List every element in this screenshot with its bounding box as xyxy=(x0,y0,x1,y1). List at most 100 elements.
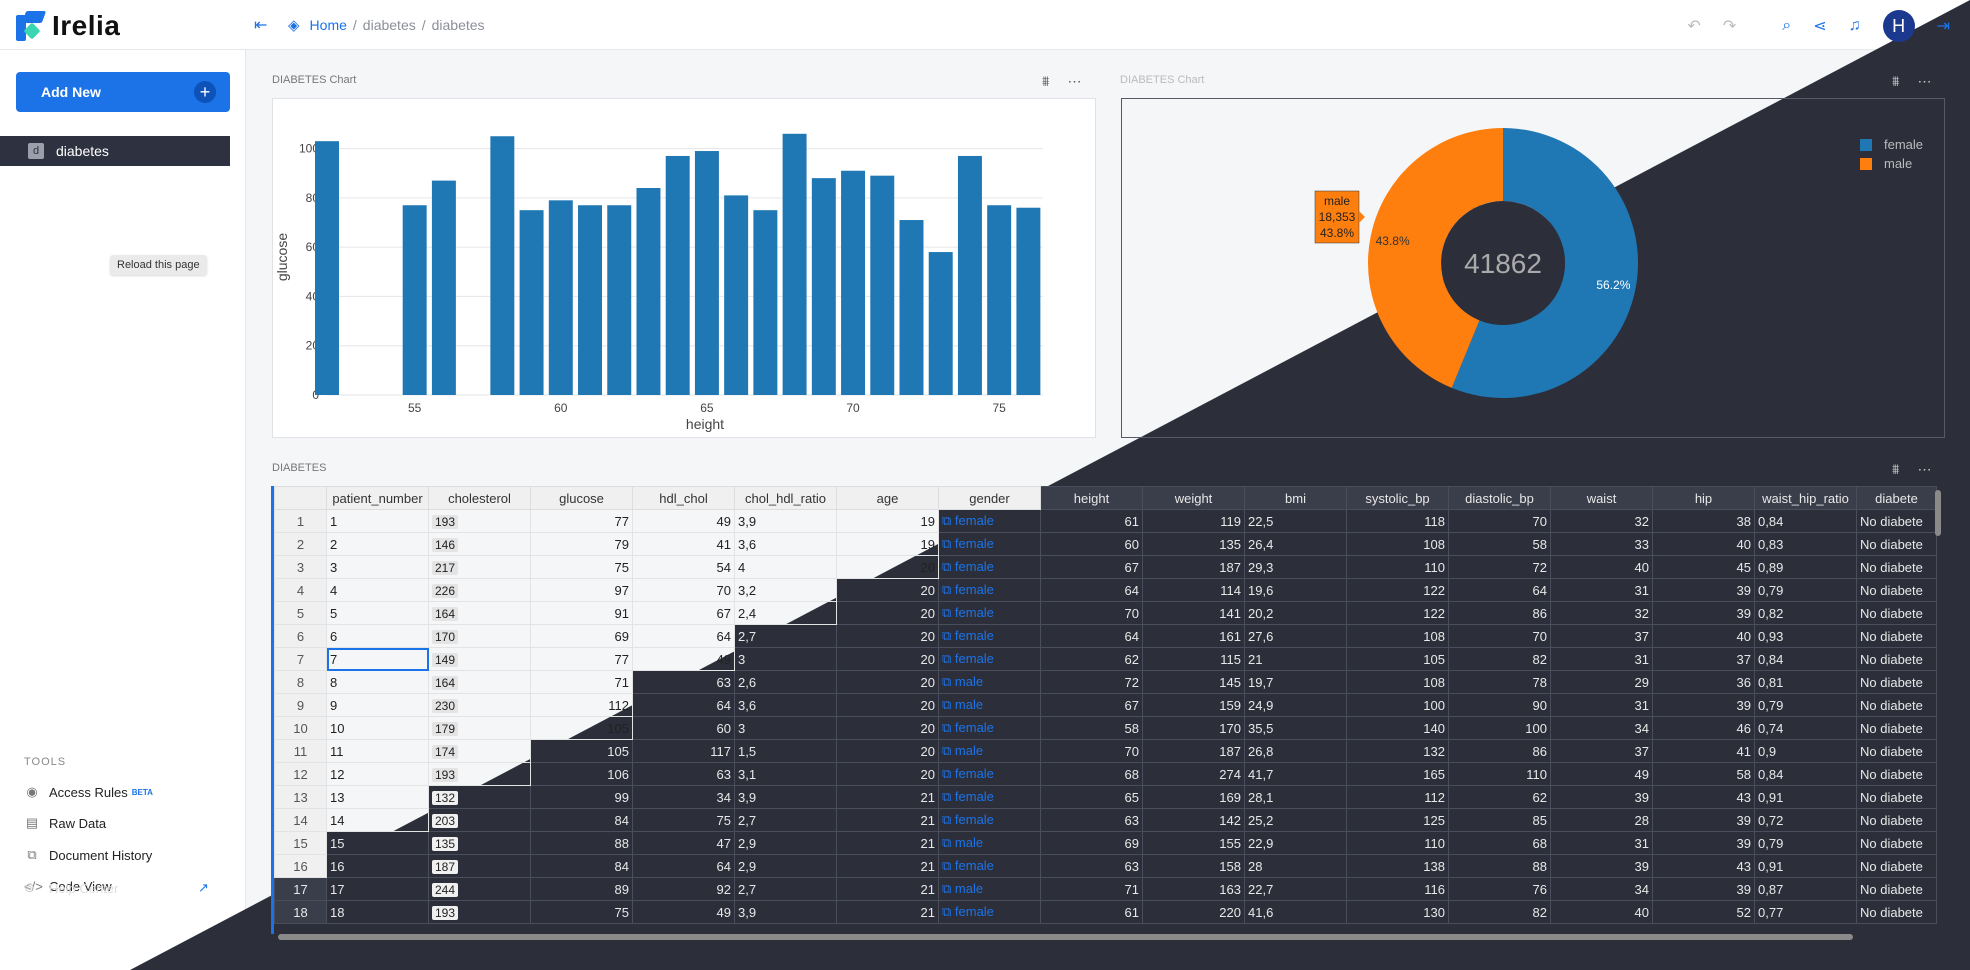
cell-height[interactable]: 72 xyxy=(1040,670,1143,694)
column-header-diabete[interactable]: diabete xyxy=(1856,486,1937,510)
cell-height[interactable]: 70 xyxy=(1040,739,1143,763)
cell-waist[interactable]: 49 xyxy=(1550,762,1653,786)
cell-patient_number[interactable]: 8 xyxy=(326,670,429,694)
cell-bmi[interactable]: 19,6 xyxy=(1244,578,1347,602)
cell-hip[interactable]: 36 xyxy=(1652,670,1755,694)
cell-chol_hdl_ratio[interactable]: 3,9 xyxy=(734,900,837,924)
cell-patient_number[interactable]: 18 xyxy=(326,900,429,924)
cell-diastolic_bp[interactable]: 86 xyxy=(1448,601,1551,625)
cell-weight[interactable]: 142 xyxy=(1142,808,1245,832)
cell-weight[interactable]: 274 xyxy=(1142,762,1245,786)
cell-hip[interactable]: 39 xyxy=(1652,877,1755,901)
column-header-hdl_chol[interactable]: hdl_chol xyxy=(632,486,735,510)
cell-diastolic_bp[interactable]: 88 xyxy=(1448,854,1551,878)
cell-patient_number[interactable]: 15 xyxy=(326,831,429,855)
cell-weight[interactable]: 170 xyxy=(1142,716,1245,740)
gender-link[interactable]: ⧉ female xyxy=(942,720,994,735)
cell-cholesterol[interactable]: 149 xyxy=(428,647,531,671)
avatar[interactable]: H xyxy=(1882,10,1915,42)
breadcrumb-folder[interactable]: diabetes xyxy=(362,17,416,33)
cell-glucose[interactable]: 105 xyxy=(530,739,633,763)
cell-patient_number[interactable]: 13 xyxy=(326,785,429,809)
cell-weight[interactable]: 169 xyxy=(1142,785,1245,809)
cell-age[interactable]: 20 xyxy=(836,716,939,740)
cell-patient_number[interactable]: 16 xyxy=(326,854,429,878)
cell-height[interactable]: 63 xyxy=(1040,808,1143,832)
cell-diabete[interactable]: No diabete xyxy=(1856,647,1937,671)
cell-age[interactable]: 20 xyxy=(836,601,939,625)
cell-systolic_bp[interactable]: 116 xyxy=(1346,877,1449,901)
cell-glucose[interactable]: 79 xyxy=(530,532,633,556)
cell-hip[interactable]: 40 xyxy=(1652,624,1755,648)
cell-hip[interactable]: 39 xyxy=(1652,601,1755,625)
cell-systolic_bp[interactable]: 100 xyxy=(1346,693,1449,717)
cell-waist[interactable]: 34 xyxy=(1550,716,1653,740)
cell-systolic_bp[interactable]: 122 xyxy=(1346,578,1449,602)
column-header-cholesterol[interactable]: cholesterol xyxy=(428,486,531,510)
cell-waist_hip_ratio[interactable]: 0,83 xyxy=(1754,532,1857,556)
bell-icon[interactable]: ♫ xyxy=(1848,17,1861,34)
cell-hdl_chol[interactable]: 67 xyxy=(632,601,735,625)
gender-link[interactable]: ⧉ female xyxy=(942,789,994,804)
cell-hdl_chol[interactable]: 54 xyxy=(632,555,735,579)
cell-patient_number[interactable]: 9 xyxy=(326,693,429,717)
gender-link[interactable]: ⧉ male xyxy=(942,674,984,689)
cell-waist[interactable]: 32 xyxy=(1550,509,1653,533)
cell-waist[interactable]: 40 xyxy=(1550,555,1653,579)
cell-chol_hdl_ratio[interactable]: 1,5 xyxy=(734,739,837,763)
table-row[interactable]: 10 10 179 105 60 3 20 ⧉ female 58 170 35,5 140 100 34… xyxy=(274,716,1937,740)
cell-hdl_chol[interactable]: 49 xyxy=(632,509,735,533)
cell-hip[interactable]: 46 xyxy=(1652,716,1755,740)
gender-link[interactable]: ⧉ female xyxy=(942,536,994,551)
column-header-patient_number[interactable]: patient_number xyxy=(326,486,429,510)
gender-link[interactable]: ⧉ female xyxy=(942,628,994,643)
cell-height[interactable]: 62 xyxy=(1040,647,1143,671)
column-header-weight[interactable]: weight xyxy=(1142,486,1245,510)
cell-waist_hip_ratio[interactable]: 0,79 xyxy=(1754,693,1857,717)
cell-waist_hip_ratio[interactable]: 0,79 xyxy=(1754,578,1857,602)
cell-height[interactable]: 64 xyxy=(1040,578,1143,602)
cell-weight[interactable]: 158 xyxy=(1142,854,1245,878)
more-icon[interactable]: ⋯ xyxy=(1917,73,1932,89)
more-icon[interactable]: ⋯ xyxy=(1067,73,1082,89)
cell-glucose[interactable]: 105 xyxy=(530,716,633,740)
cell-height[interactable]: 71 xyxy=(1040,877,1143,901)
gender-link[interactable]: ⧉ female xyxy=(942,651,994,666)
cell-hdl_chol[interactable]: 60 xyxy=(632,716,735,740)
cell-bmi[interactable]: 20,2 xyxy=(1244,601,1347,625)
cell-diastolic_bp[interactable]: 58 xyxy=(1448,532,1551,556)
cell-cholesterol[interactable]: 193 xyxy=(428,900,531,924)
cell-height[interactable]: 70 xyxy=(1040,601,1143,625)
cell-waist[interactable]: 33 xyxy=(1550,532,1653,556)
cell-hip[interactable]: 39 xyxy=(1652,808,1755,832)
cell-hdl_chol[interactable]: 63 xyxy=(632,762,735,786)
cell-waist_hip_ratio[interactable]: 0,84 xyxy=(1754,647,1857,671)
cell-systolic_bp[interactable]: 108 xyxy=(1346,532,1449,556)
cell-hip[interactable]: 52 xyxy=(1652,900,1755,924)
cell-gender[interactable]: ⧉ female xyxy=(938,532,1041,556)
column-header-waist[interactable]: waist xyxy=(1550,486,1653,510)
cell-age[interactable]: 21 xyxy=(836,900,939,924)
external-link-icon[interactable]: ↗ xyxy=(198,880,209,895)
cell-weight[interactable]: 119 xyxy=(1142,509,1245,533)
cell-height[interactable]: 63 xyxy=(1040,854,1143,878)
cell-waist[interactable]: 31 xyxy=(1550,578,1653,602)
redo-icon[interactable]: ↷ xyxy=(1722,18,1737,35)
cell-diastolic_bp[interactable]: 82 xyxy=(1448,647,1551,671)
cell-diabete[interactable]: No diabete xyxy=(1856,785,1937,809)
cell-waist_hip_ratio[interactable]: 0,89 xyxy=(1754,555,1857,579)
gender-link[interactable]: ⧉ female xyxy=(942,812,994,827)
cell-chol_hdl_ratio[interactable]: 2,9 xyxy=(734,854,837,878)
cell-waist[interactable]: 31 xyxy=(1550,831,1653,855)
cell-waist_hip_ratio[interactable]: 0,79 xyxy=(1754,831,1857,855)
undo-icon[interactable]: ↶ xyxy=(1687,18,1701,35)
cell-chol_hdl_ratio[interactable]: 3 xyxy=(734,647,837,671)
cell-systolic_bp[interactable]: 110 xyxy=(1346,555,1449,579)
cell-hdl_chol[interactable]: 64 xyxy=(632,624,735,648)
cell-diastolic_bp[interactable]: 110 xyxy=(1448,762,1551,786)
tool-document-history[interactable]: ⧉ Document History xyxy=(24,847,152,863)
cell-glucose[interactable]: 106 xyxy=(530,762,633,786)
column-header-diastolic_bp[interactable]: diastolic_bp xyxy=(1448,486,1551,510)
cell-age[interactable]: 21 xyxy=(836,785,939,809)
cell-systolic_bp[interactable]: 112 xyxy=(1346,785,1449,809)
